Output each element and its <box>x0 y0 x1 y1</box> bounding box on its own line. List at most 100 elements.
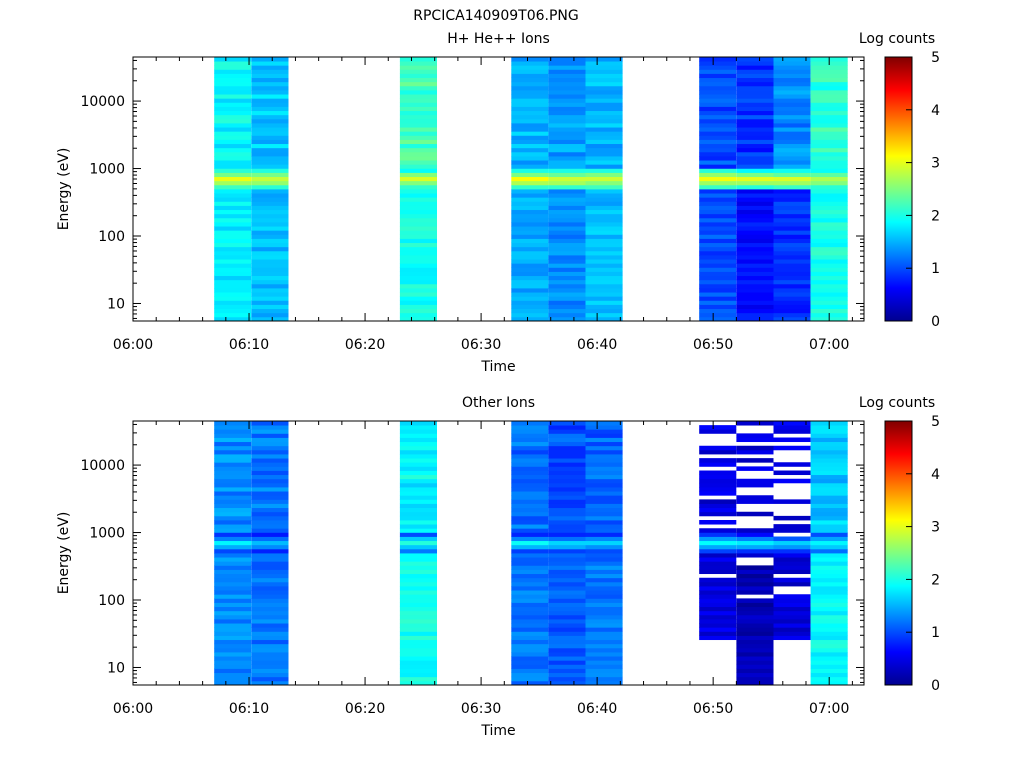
heatmap-cell <box>511 524 549 529</box>
heatmap-cell <box>214 623 252 628</box>
heatmap-cell <box>810 308 848 314</box>
spectrogram-column <box>736 421 774 686</box>
heatmap-cell <box>585 462 623 467</box>
heatmap-cell <box>511 449 549 455</box>
spectrogram-column <box>399 57 437 322</box>
heatmap-cell <box>214 573 252 579</box>
heatmap-cell <box>810 267 848 272</box>
heatmap-cell <box>511 454 549 459</box>
heatmap-cell <box>585 491 623 496</box>
colorbar-label: Log counts <box>859 395 935 411</box>
heatmap-cell <box>548 164 586 169</box>
heatmap-cell <box>214 524 252 529</box>
heatmap-cell <box>585 275 623 281</box>
heatmap-cell <box>399 259 437 264</box>
spectrogram-column <box>810 421 848 686</box>
heatmap-cell <box>511 255 549 260</box>
heatmap-cell <box>511 296 549 301</box>
heatmap-cell <box>214 197 252 202</box>
heatmap-cell <box>585 421 623 426</box>
heatmap-cell <box>736 156 774 161</box>
heatmap-cell <box>214 433 252 438</box>
heatmap-cell <box>251 478 289 484</box>
heatmap-cell <box>251 304 289 310</box>
heatmap-cell <box>810 631 848 636</box>
heatmap-cell <box>214 288 252 293</box>
heatmap-cell <box>773 147 811 153</box>
heatmap-cell <box>773 627 811 632</box>
heatmap-cell <box>810 577 848 583</box>
spectrogram-column <box>810 57 848 322</box>
heatmap-cell <box>511 462 549 467</box>
heatmap-cell <box>699 81 737 87</box>
figure-title: RPCICA140909T06.PNG <box>413 8 578 24</box>
heatmap-cell <box>399 73 437 79</box>
heatmap-cell <box>810 610 848 616</box>
heatmap-cell <box>810 118 848 124</box>
heatmap-cell <box>399 474 437 480</box>
heatmap-cell <box>548 441 586 447</box>
heatmap-cell <box>214 217 252 223</box>
heatmap-cell <box>585 482 623 488</box>
heatmap-cell <box>585 213 623 219</box>
heatmap-cell <box>736 553 774 558</box>
heatmap-cell <box>548 180 586 186</box>
heatmap-cell <box>548 114 586 120</box>
heatmap-cell <box>736 643 774 649</box>
heatmap-cell <box>736 449 774 455</box>
heatmap-cell <box>585 217 623 223</box>
heatmap-cell <box>699 312 737 318</box>
heatmap-cell <box>399 449 437 455</box>
heatmap-cell <box>548 474 586 480</box>
heatmap-cell <box>736 176 774 182</box>
heatmap-cell <box>511 544 549 550</box>
heatmap-cell <box>699 65 737 70</box>
heatmap-cell <box>699 487 737 492</box>
heatmap-cell <box>548 557 586 562</box>
heatmap-cell <box>699 147 737 153</box>
heatmap-cell <box>548 433 586 438</box>
heatmap-cell <box>810 668 848 674</box>
colorbar-tick-label: 2 <box>931 208 940 224</box>
heatmap-cell <box>511 156 549 161</box>
heatmap-cell <box>585 441 623 447</box>
heatmap-cell <box>699 445 737 451</box>
heatmap-cell <box>810 81 848 87</box>
heatmap-cell <box>251 110 289 116</box>
heatmap-cell <box>699 205 737 211</box>
heatmap-cell <box>699 189 737 194</box>
heatmap-cell <box>251 639 289 645</box>
heatmap-cell <box>810 532 848 537</box>
y-tick-label: 10 <box>107 660 125 676</box>
heatmap-cell <box>736 308 774 314</box>
heatmap-cell <box>736 139 774 145</box>
heatmap-cell <box>773 90 811 95</box>
heatmap-cell <box>548 131 586 136</box>
heatmap-cell <box>511 312 549 318</box>
heatmap-cell <box>585 437 623 443</box>
heatmap-cell <box>585 184 623 190</box>
heatmap-cell <box>214 466 252 471</box>
heatmap-cell <box>511 466 549 471</box>
heatmap-cell <box>810 462 848 467</box>
heatmap-cell <box>251 437 289 443</box>
heatmap-cell <box>585 532 623 537</box>
heatmap-cell <box>548 184 586 190</box>
heatmap-cell <box>511 503 549 509</box>
heatmap-cell <box>585 201 623 206</box>
heatmap-cell <box>773 118 811 124</box>
heatmap-cell <box>251 540 289 546</box>
heatmap-cell <box>585 520 623 525</box>
heatmap-cell <box>511 610 549 616</box>
heatmap-cell <box>399 672 437 678</box>
heatmap-cell <box>399 561 437 566</box>
heatmap-cell <box>548 495 586 500</box>
heatmap-cell <box>810 279 848 285</box>
heatmap-cell <box>773 209 811 215</box>
heatmap-cell <box>251 590 289 595</box>
heatmap-cell <box>810 441 848 447</box>
heatmap-cell <box>699 259 737 264</box>
heatmap-cell <box>251 205 289 211</box>
heatmap-cell <box>399 209 437 215</box>
heatmap-cell <box>585 312 623 318</box>
